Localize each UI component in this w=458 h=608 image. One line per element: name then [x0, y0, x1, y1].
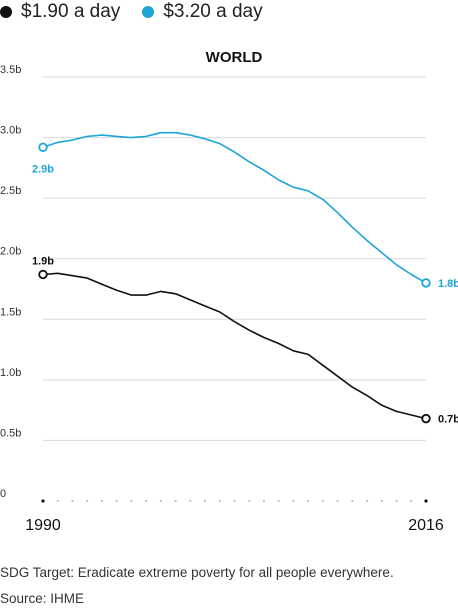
x-axis-tick: [321, 499, 324, 503]
sdg-target-note: SDG Target: Eradicate extreme poverty fo…: [0, 565, 394, 580]
x-axis-tick: [174, 499, 177, 503]
source-note: Source: IHME: [0, 591, 85, 606]
x-axis-tick: [351, 499, 354, 503]
y-tick-label: 1.5b: [0, 306, 21, 318]
x-axis-tick: [189, 499, 192, 503]
y-tick-label: 0: [0, 488, 6, 500]
x-tick-label: 2016: [408, 517, 444, 534]
x-axis-tick: [262, 499, 266, 503]
x-axis-tick: [410, 499, 413, 503]
y-tick-label: 0.5b: [0, 427, 21, 439]
x-axis-tick: [365, 499, 369, 503]
x-axis-tick: [277, 499, 280, 503]
x-axis-tick: [86, 499, 89, 503]
x-axis-tick: [395, 499, 398, 503]
x-axis-tick: [307, 499, 310, 503]
x-axis-tick: [336, 499, 339, 503]
series-end-point: [421, 413, 431, 424]
x-axis-tick: [115, 499, 118, 503]
series-start-point: [38, 142, 48, 152]
series-end-label: 1.8b: [438, 278, 458, 290]
series-start-point: [38, 269, 48, 280]
x-axis-tick: [71, 499, 74, 503]
x-axis-tick: [233, 499, 236, 503]
series-line: [42, 272, 427, 420]
x-axis-tick: [56, 499, 59, 503]
x-axis-tick: [424, 499, 428, 503]
x-axis-tick: [292, 499, 295, 503]
x-axis-tick: [159, 499, 162, 503]
legend: $1.90 a day $3.20 a day: [0, 0, 285, 24]
series-start-label: 2.9b: [32, 163, 54, 175]
series-start-label: 1.9b: [32, 255, 54, 267]
x-axis-tick: [380, 499, 383, 503]
x-axis-tick: [41, 499, 45, 503]
x-axis-tick: [218, 499, 221, 503]
y-tick-label: 3.5b: [0, 64, 21, 76]
series-end-label: 0.7b: [438, 414, 458, 426]
legend-dot-icon: [0, 6, 12, 18]
x-axis-tick: [248, 499, 251, 503]
x-axis-tick: [130, 499, 133, 503]
legend-item-190: $1.90 a day: [0, 1, 120, 23]
legend-label-320: $3.20 a day: [163, 1, 263, 22]
x-tick-label: 1990: [25, 517, 61, 534]
chart-title: WORLD: [206, 49, 263, 66]
legend-item-320: $3.20 a day: [142, 1, 263, 23]
y-tick-label: 2.5b: [0, 185, 21, 197]
x-axis-tick: [145, 499, 148, 503]
chart-svg: WORLD 0 0.5b 1.0b 1.5b 2.0b 2.5b 3.0b 3.5b 1990 20…: [0, 49, 458, 534]
legend-label-190: $1.90 a day: [21, 1, 121, 22]
series-end-point: [421, 278, 431, 288]
y-tick-label: 3.0b: [0, 125, 21, 137]
series-line: [42, 131, 427, 284]
x-axis-tick: [100, 499, 104, 503]
y-tick-label: 1.0b: [0, 367, 21, 379]
x-axis-tick: [203, 499, 207, 503]
y-tick-label: 2.0b: [0, 246, 21, 258]
legend-dot-icon: [142, 6, 155, 18]
